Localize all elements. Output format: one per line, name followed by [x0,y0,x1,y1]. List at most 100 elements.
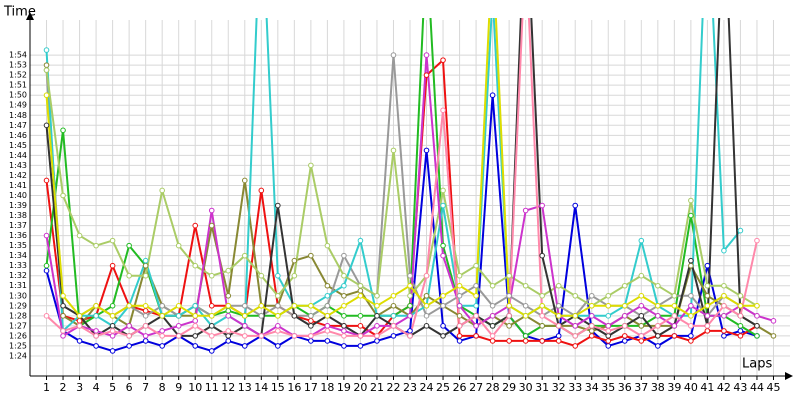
y-tick-label: 1:33 [9,261,27,270]
lap-point [159,313,165,319]
y-tick-label: 1:36 [9,231,27,240]
lap-point [159,303,165,309]
lap-point [357,287,364,294]
y-tick-label: 1:45 [9,141,27,150]
lap-point [754,313,760,319]
lap-point [324,292,331,299]
lap-point [423,147,430,154]
x-tick-label: 34 [585,381,599,394]
lap-point [308,303,314,309]
lap-point [522,338,529,344]
y-tick-label: 1:44 [9,151,27,160]
lap-point [655,323,661,329]
lap-point [423,292,430,299]
x-tick-label: 14 [254,381,268,394]
lap-point [109,333,116,339]
lap-point [555,282,562,289]
lap-point [473,262,479,269]
lap-point [605,328,612,334]
lap-point [324,282,331,289]
x-tick-label: 28 [486,381,500,394]
x-tick-label: 17 [304,381,318,394]
lap-point [76,318,83,324]
y-tick-label: 1:37 [9,221,27,230]
y-tick-label: 1:31 [9,281,27,290]
lap-point [43,232,50,239]
lap-point [688,257,694,264]
lap-point [275,292,281,299]
lap-point [258,303,265,309]
lap-point [341,343,347,349]
lap-point [671,323,678,329]
lap-point [159,187,165,194]
x-tick-label: 41 [700,381,714,394]
lap-point [688,197,694,204]
lap-point [109,303,116,309]
lap-point [159,328,165,334]
lap-point [60,313,66,319]
y-tick-label: 1:32 [9,271,27,280]
lap-point [341,272,347,279]
lap-point [407,333,413,339]
lap-point [737,328,744,334]
lap-point [374,303,380,309]
series-line [45,69,758,307]
lap-point [655,282,661,289]
lap-point [308,162,314,169]
lap-point [241,343,248,349]
y-tick-label: 1:30 [9,291,27,300]
lap-point [605,333,612,339]
lap-point [308,338,314,344]
lap-point [605,343,612,349]
lap-point [43,122,50,129]
lap-point [76,323,83,329]
lap-point [572,292,579,299]
lap-point [489,282,496,289]
lap-point [407,303,413,309]
lap-point [522,282,529,289]
lap-point [175,242,182,249]
lap-point [737,227,744,234]
lap-point [225,333,232,339]
lap-point [208,348,215,354]
y-tick-label: 1:26 [9,331,27,340]
lap-point [241,303,248,309]
series-line [45,18,757,318]
lap-point [324,303,331,309]
lap-point [308,318,314,324]
lap-point [688,212,694,219]
lap-point [291,257,298,264]
lap-point [704,262,711,269]
lap-point [621,323,628,329]
lap-point [374,323,380,329]
lap-point [175,313,182,319]
lap-point [555,303,562,309]
y-tick-label: 1:28 [9,311,27,320]
lap-point [225,313,232,319]
lap-point [605,338,612,344]
lap-point [572,313,579,319]
lap-point [357,343,364,349]
x-tick-label: 45 [766,381,780,394]
lap-point [76,313,83,319]
lap-point [357,323,364,329]
x-tick-label: 5 [109,381,116,394]
lap-point [506,303,512,309]
x-tick-label: 11 [205,381,219,394]
lap-point [192,262,199,269]
lap-point [721,333,727,339]
lap-point [390,313,397,319]
lap-point [324,338,331,344]
lap-point [539,202,545,209]
lap-point [588,328,595,334]
lap-point [390,303,397,309]
lap-point [208,313,215,319]
lap-point [671,313,678,319]
lap-point [192,333,199,339]
lap-point [456,282,463,289]
lap-point [390,323,397,329]
lap-point [225,303,232,309]
y-tick-label: 1:52 [9,71,27,80]
x-tick-label: 2 [60,381,67,394]
x-tick-label: 3 [76,381,83,394]
